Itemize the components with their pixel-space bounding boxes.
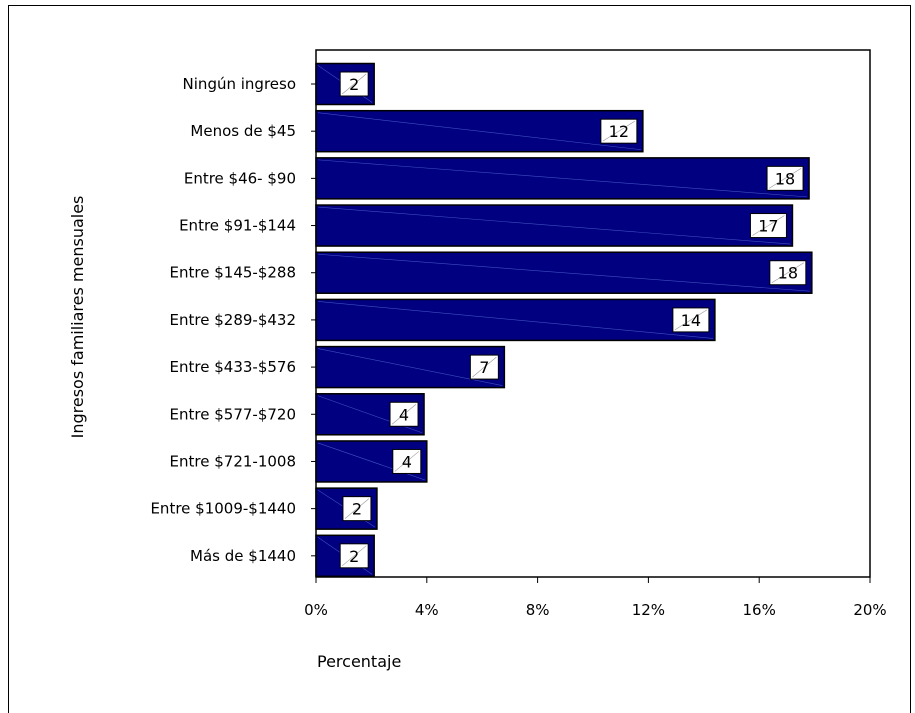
y-tick-label: Entre $433-$576 — [170, 358, 296, 376]
x-tick-label: 0% — [304, 601, 328, 619]
data-label: 2 — [349, 75, 359, 94]
y-tick-label: Entre $577-$720 — [170, 405, 296, 423]
data-label-slash — [344, 498, 370, 519]
data-label-slash — [674, 309, 708, 331]
data-label: 7 — [479, 358, 489, 377]
y-tick-label: Menos de $45 — [190, 122, 296, 140]
y-tick-label: Entre $145-$288 — [170, 264, 296, 282]
data-label: 2 — [349, 547, 359, 566]
data-label-box — [769, 260, 807, 286]
bars-group — [315, 62, 813, 578]
y-tick-label: Entre $91-$144 — [179, 217, 296, 235]
data-labels-group: 2 12 18 17 18 14 7 4 4 2 2 — [339, 71, 807, 569]
y-tick-label: Entre $46- $90 — [184, 169, 296, 187]
bar-highlight — [317, 159, 808, 198]
y-tick-label: Entre $1009-$1440 — [150, 500, 296, 518]
data-label: 18 — [775, 169, 795, 188]
data-label-slash — [768, 168, 802, 189]
x-tick-label: 20% — [853, 601, 886, 619]
data-label: 12 — [609, 122, 629, 141]
y-tick-label: Ningún ingreso — [183, 75, 296, 93]
x-tick-labels-group: 0% 4% 8% 12% 16% 20% — [304, 577, 887, 619]
data-label-slash — [394, 451, 419, 472]
data-label: 18 — [778, 264, 798, 283]
bar-highlight — [317, 301, 713, 339]
data-label-slash — [391, 404, 417, 425]
data-label: 4 — [402, 452, 412, 471]
x-tick-label: 12% — [632, 601, 665, 619]
data-label-slash — [341, 73, 367, 95]
y-axis-title: Ingresos familiares mensuales — [68, 196, 87, 439]
bar-highlight — [317, 112, 641, 150]
chart-frame — [8, 5, 911, 713]
data-label: 2 — [352, 500, 362, 519]
y-tick-label: Entre $721-1008 — [170, 452, 296, 470]
data-label-slash — [752, 215, 785, 236]
x-tick-label: 8% — [526, 601, 550, 619]
data-label-slash — [341, 545, 367, 567]
data-label: 4 — [399, 405, 409, 424]
bar-highlight — [317, 206, 791, 245]
y-tick-label: Más de $1440 — [190, 547, 296, 565]
bar-highlight — [317, 253, 810, 292]
data-label: 17 — [758, 217, 778, 236]
y-tick-labels-group: Ningún ingreso Menos de $45 Entre $46- $90… — [150, 75, 316, 565]
data-label: 14 — [681, 311, 701, 330]
data-label-slash — [771, 262, 804, 283]
data-label-slash — [472, 356, 497, 378]
x-tick-label: 4% — [415, 601, 439, 619]
plot-area-border — [315, 49, 871, 578]
y-tick-label: Entre $289-$432 — [170, 311, 296, 329]
x-axis-title: Percentaje — [317, 652, 401, 671]
x-tick-label: 16% — [743, 601, 776, 619]
data-label-slash — [602, 120, 636, 142]
